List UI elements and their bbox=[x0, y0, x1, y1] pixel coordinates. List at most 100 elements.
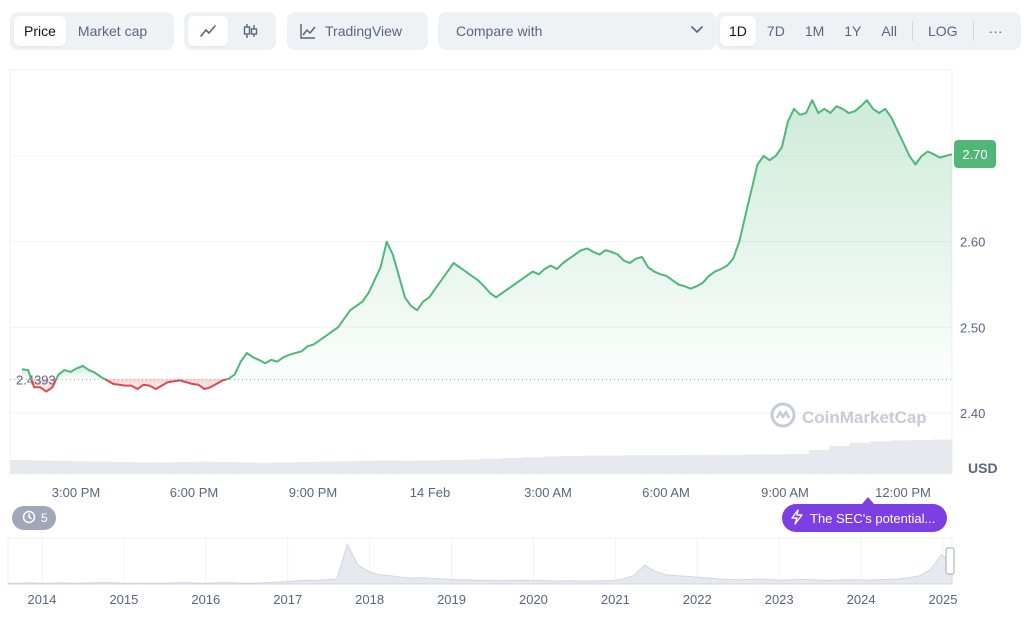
year-label: 2016 bbox=[191, 592, 220, 607]
volume-bar bbox=[30, 460, 52, 474]
volume-bar bbox=[808, 450, 830, 474]
events-button[interactable]: 5 bbox=[12, 506, 56, 530]
toolbar-divider bbox=[972, 21, 974, 41]
volume-bar bbox=[194, 461, 216, 474]
year-label: 2021 bbox=[601, 592, 630, 607]
range-1m[interactable]: 1M bbox=[804, 23, 825, 39]
volume-bar bbox=[358, 460, 380, 474]
volume-bar bbox=[440, 460, 462, 474]
volume-bar bbox=[562, 456, 584, 474]
volume-bar bbox=[481, 458, 502, 474]
volume-bar bbox=[849, 442, 871, 474]
volume-bar bbox=[132, 462, 154, 474]
volume-bar bbox=[399, 460, 421, 474]
y-axis-labels: 2.60 2.50 2.40 bbox=[960, 235, 985, 421]
current-price-badge: 2.70 bbox=[954, 140, 996, 168]
compare-with-select[interactable]: Compare with bbox=[438, 12, 716, 50]
volume-bar bbox=[788, 454, 810, 474]
volume-bar bbox=[276, 462, 298, 474]
tradingview-button[interactable]: TradingView bbox=[287, 12, 428, 50]
y-tick-label: 2.50 bbox=[960, 320, 985, 335]
price-area bbox=[22, 100, 952, 392]
range-1y[interactable]: 1Y bbox=[844, 23, 862, 39]
price-area-up bbox=[56, 365, 106, 380]
year-label: 2024 bbox=[847, 592, 876, 607]
volume-bar bbox=[112, 462, 134, 474]
volume-bars bbox=[10, 439, 953, 474]
x-tick-label: 9:00 AM bbox=[761, 485, 809, 500]
volume-bar bbox=[644, 455, 666, 474]
volume-bar bbox=[173, 462, 195, 474]
navigator-handle bbox=[945, 547, 955, 575]
volume-bar bbox=[726, 454, 748, 474]
price-line-up bbox=[21, 368, 33, 380]
volume-bar bbox=[460, 459, 482, 474]
price-area-down bbox=[105, 379, 227, 389]
volume-bar bbox=[10, 460, 31, 474]
volume-bar bbox=[91, 461, 113, 474]
x-tick-label: 6:00 AM bbox=[642, 485, 690, 500]
volume-bar bbox=[706, 454, 728, 474]
coinmarketcap-watermark: CoinMarketCap bbox=[770, 402, 927, 433]
volume-bar bbox=[153, 462, 175, 474]
x-tick-label: 12:00 PM bbox=[875, 485, 931, 500]
chart-axis-icon bbox=[299, 22, 317, 40]
tab-price[interactable]: Price bbox=[14, 16, 66, 46]
volume-bar bbox=[317, 461, 339, 474]
chart-type-toggle bbox=[184, 12, 276, 50]
price-line-down bbox=[30, 378, 58, 393]
volume-bar bbox=[296, 462, 318, 474]
volume-bar bbox=[501, 458, 523, 474]
volume-bar bbox=[542, 456, 564, 474]
coinmarketcap-logo-icon bbox=[770, 402, 796, 433]
y-tick-label: 2.60 bbox=[960, 235, 985, 250]
volume-bar bbox=[829, 446, 851, 474]
volume-bar bbox=[521, 457, 543, 474]
volume-bar bbox=[378, 460, 400, 474]
tradingview-label: TradingView bbox=[325, 23, 403, 39]
volume-bar bbox=[890, 440, 912, 474]
range-1d[interactable]: 1D bbox=[720, 16, 756, 46]
range-all[interactable]: All bbox=[881, 23, 897, 39]
compare-with-placeholder: Compare with bbox=[456, 23, 543, 39]
candlestick-button[interactable] bbox=[230, 16, 270, 46]
chart-toolbar: Price Market cap TradingView Compare wit… bbox=[10, 12, 1022, 50]
range-7d[interactable]: 7D bbox=[766, 23, 785, 39]
volume-bar bbox=[583, 455, 605, 474]
news-event-button[interactable]: The SEC's potential... bbox=[782, 504, 948, 532]
toolbar-divider bbox=[911, 21, 913, 41]
lightning-icon bbox=[790, 508, 804, 528]
line-chart-icon bbox=[199, 22, 217, 40]
price-line-down bbox=[104, 378, 227, 390]
tradingview-link[interactable]: TradingView bbox=[291, 16, 410, 46]
more-options-button[interactable]: ··· bbox=[988, 23, 1003, 39]
range-selector: 1D 7D 1M 1Y All LOG ··· bbox=[716, 12, 1021, 50]
year-label: 2022 bbox=[683, 592, 712, 607]
reference-line: 2.4393 bbox=[10, 372, 952, 387]
history-icon bbox=[22, 510, 36, 527]
line-chart-button[interactable] bbox=[188, 16, 228, 46]
volume-bar bbox=[419, 460, 441, 474]
volume-bar bbox=[235, 462, 257, 474]
log-scale-toggle[interactable]: LOG bbox=[927, 23, 958, 39]
x-tick-label: 9:00 PM bbox=[289, 485, 337, 500]
year-label: 2020 bbox=[519, 592, 548, 607]
volume-bar bbox=[337, 461, 359, 474]
x-tick-label: 3:00 PM bbox=[52, 485, 100, 500]
volume-bar bbox=[603, 455, 625, 474]
currency-label: USD bbox=[968, 460, 998, 476]
tab-market-cap[interactable]: Market cap bbox=[77, 23, 148, 39]
news-event-text: The SEC's potential... bbox=[810, 510, 936, 526]
history-navigator[interactable]: 2014 2015 2016 2017 2018 2019 2020 2021 2022 2023… bbox=[7, 537, 957, 607]
year-label: 2018 bbox=[355, 592, 384, 607]
volume-bar bbox=[665, 455, 687, 474]
price-line-up bbox=[226, 99, 953, 381]
volume-bar bbox=[255, 462, 277, 474]
candlestick-icon bbox=[241, 22, 259, 40]
price-line bbox=[21, 99, 953, 393]
volume-bar bbox=[685, 454, 707, 474]
watermark-text: CoinMarketCap bbox=[802, 407, 927, 427]
year-label: 2015 bbox=[109, 592, 138, 607]
volume-bar bbox=[50, 460, 72, 474]
